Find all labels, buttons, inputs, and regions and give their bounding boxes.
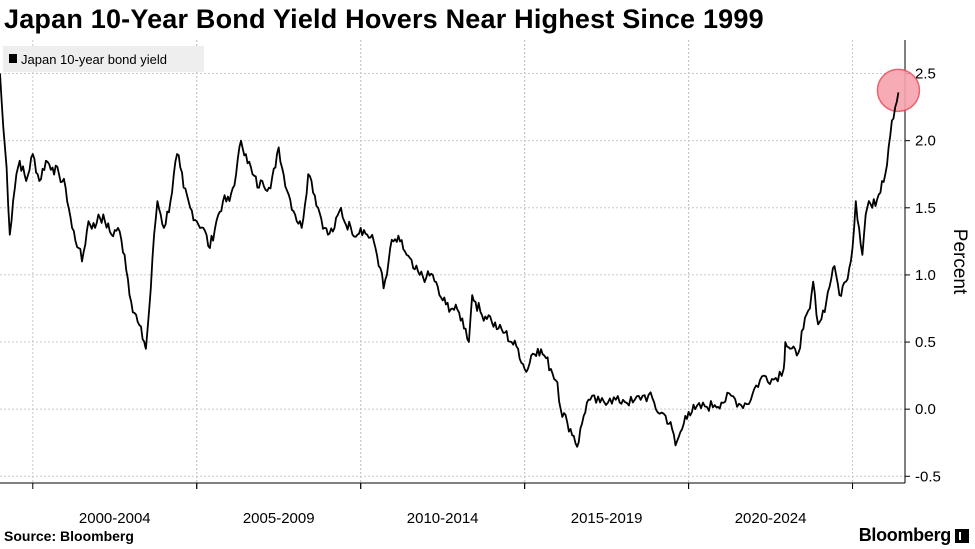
y-tick-label: 0.5: [915, 334, 936, 351]
x-tick-label: 2020-2024: [735, 510, 807, 527]
y-tick-label: -0.5: [915, 468, 941, 485]
y-tick-label: 2.5: [915, 66, 936, 83]
brand-terminal-icon: [955, 529, 969, 543]
legend-swatch: [9, 54, 17, 63]
series-layer: [0, 68, 921, 448]
y-tick-label: 1.0: [915, 267, 936, 284]
highlight-circle: [876, 68, 921, 113]
y-tick-label: 1.5: [915, 200, 936, 217]
source-note: Source: Bloomberg: [4, 528, 134, 544]
x-tick-label: 2000-2004: [79, 510, 151, 527]
brand-logo[interactable]: Bloomberg: [858, 525, 952, 545]
legend: Japan 10-year bond yield: [3, 46, 204, 72]
y-tick-label: 2.0: [915, 133, 936, 150]
y-tick-label: 0.0: [915, 401, 936, 418]
chart-title: Japan 10-Year Bond Yield Hovers Near Hig…: [4, 4, 764, 34]
y-axis: -0.5 0.0 0.5 1.0 1.5 2.0 2.5 Percent: [904, 40, 970, 485]
grid: [0, 40, 905, 483]
x-axis: 2000-2004 2005-2009 2010-2014 2015-2019 2020…: [0, 482, 905, 527]
legend-box: [3, 46, 204, 72]
x-tick-label: 2010-2014: [407, 510, 479, 527]
legend-label: Japan 10-year bond yield: [21, 52, 167, 67]
x-tick-label: 2015-2019: [571, 510, 643, 527]
y-axis-label: Percent: [949, 229, 970, 295]
x-tick-label: 2005-2009: [243, 510, 315, 527]
series-line-jgb-10y: [0, 73, 900, 448]
